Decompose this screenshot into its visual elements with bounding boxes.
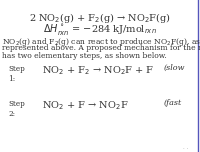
Text: . .: . . — [183, 145, 188, 150]
Text: represented above. A proposed mechanism for the reaction: represented above. A proposed mechanism … — [2, 44, 200, 52]
Text: $\Delta H^\circ_{rxn}$ = −284 kJ/mol$_{rxn}$: $\Delta H^\circ_{rxn}$ = −284 kJ/mol$_{r… — [43, 22, 157, 37]
Text: has two elementary steps, as shown below.: has two elementary steps, as shown below… — [2, 52, 167, 60]
Text: NO$_2$ + F$_2$ → NO$_2$F + F: NO$_2$ + F$_2$ → NO$_2$F + F — [42, 64, 154, 77]
Text: 2 NO$_2$(g) + F$_2$(g) → NO$_2$F(g): 2 NO$_2$(g) + F$_2$(g) → NO$_2$F(g) — [29, 11, 171, 25]
Text: Step
1:: Step 1: — [8, 65, 25, 83]
Text: Step
2:: Step 2: — [8, 100, 25, 118]
Text: (slow: (slow — [164, 64, 186, 72]
Text: NO$_2$(g) and F$_2$(g) can react to produce NO$_2$F(g), as: NO$_2$(g) and F$_2$(g) can react to prod… — [2, 36, 200, 48]
Text: (fast: (fast — [164, 99, 182, 107]
Text: NO$_2$ + F → NO$_2$F: NO$_2$ + F → NO$_2$F — [42, 99, 128, 112]
